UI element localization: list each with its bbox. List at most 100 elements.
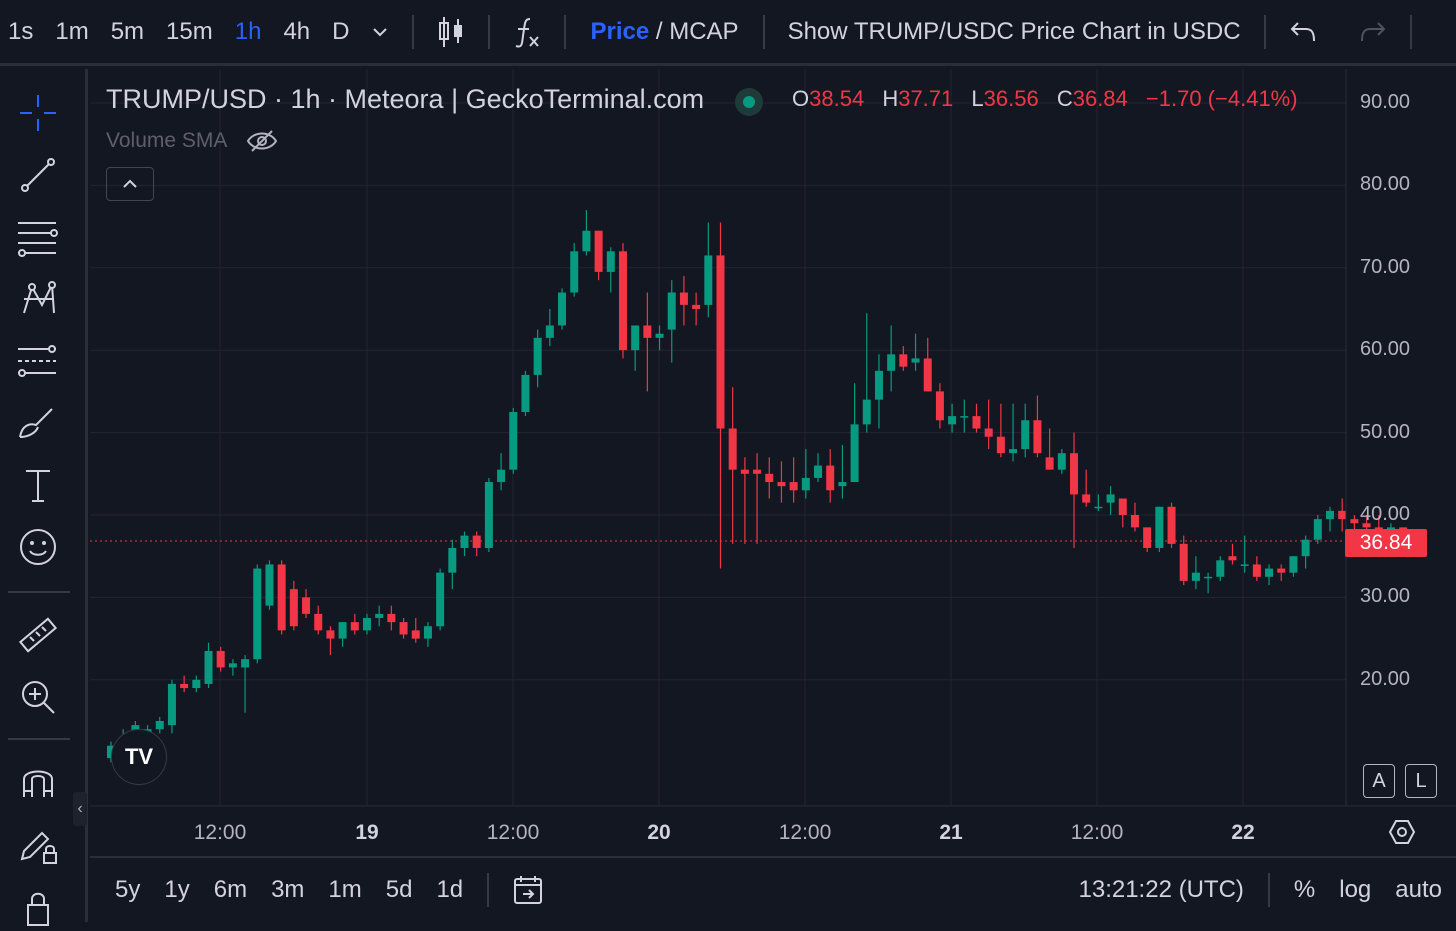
candle xyxy=(789,457,798,503)
lock-drawings-tool[interactable] xyxy=(14,821,62,869)
measure-tool[interactable] xyxy=(14,611,62,659)
utc-clock[interactable]: 13:21:22 (UTC) xyxy=(1078,876,1244,903)
brush-tool[interactable] xyxy=(14,399,62,447)
candle-body xyxy=(350,622,359,631)
candle xyxy=(1228,543,1237,565)
candle xyxy=(899,346,908,371)
price-tick-label: 60.00 xyxy=(1360,338,1411,361)
candle xyxy=(679,276,688,326)
time-tick-label: 12:00 xyxy=(1070,821,1124,844)
time-tick-label: 12:00 xyxy=(486,821,540,844)
collapse-legend-button[interactable] xyxy=(106,167,154,201)
price-option[interactable]: Price xyxy=(590,17,650,45)
candle xyxy=(350,613,359,635)
range-3m[interactable]: 3m xyxy=(271,876,305,903)
candle xyxy=(826,449,835,503)
candle-style-button[interactable] xyxy=(426,15,476,49)
tradingview-logo[interactable]: TV xyxy=(111,729,167,785)
candle xyxy=(765,457,774,499)
timeframe-1m[interactable]: 1m xyxy=(55,17,89,45)
timeframe-5m[interactable]: 5m xyxy=(110,17,145,45)
collapse-toolbar-button[interactable]: ‹ xyxy=(73,792,87,826)
candle-body xyxy=(570,251,579,293)
crosshair-icon xyxy=(20,95,56,131)
candle-body xyxy=(631,325,640,351)
timeframe-4h[interactable]: 4h xyxy=(283,17,311,45)
magnet-tool[interactable] xyxy=(14,757,62,805)
zoom-in-tool[interactable] xyxy=(14,673,62,721)
range-6m[interactable]: 6m xyxy=(213,876,248,903)
price-chart[interactable] xyxy=(90,69,1456,856)
log-scale-toggle[interactable]: log xyxy=(1339,876,1372,903)
range-5y[interactable]: 5y xyxy=(115,876,141,903)
candle-body xyxy=(1362,523,1371,528)
eye-hidden-icon[interactable] xyxy=(246,129,278,153)
candle-body xyxy=(484,482,493,548)
volume-sma-indicator[interactable]: Volume SMA xyxy=(106,129,278,153)
chart-settings-button[interactable] xyxy=(1388,818,1416,851)
candle xyxy=(387,605,396,631)
candle xyxy=(192,675,201,693)
fib-retracement-tool[interactable] xyxy=(14,213,62,261)
timeframe-1h[interactable]: 1h xyxy=(234,17,262,45)
trend-line-tool[interactable] xyxy=(14,151,62,199)
candle-body xyxy=(692,304,701,309)
toolbar-divider xyxy=(762,14,765,49)
candle-body xyxy=(874,370,883,400)
timeframe-15m[interactable]: 15m xyxy=(166,17,213,45)
candle xyxy=(1143,527,1152,553)
candle xyxy=(728,387,737,544)
candle-body xyxy=(1045,457,1054,470)
price-tick-label: 80.00 xyxy=(1360,173,1411,196)
undo-button[interactable] xyxy=(1278,19,1328,45)
candle-body xyxy=(765,473,774,483)
symbol-legend-title[interactable]: TRUMP/USD · 1h · Meteora | GeckoTerminal… xyxy=(106,84,705,114)
candle-body xyxy=(1277,568,1286,573)
emoji-tool[interactable] xyxy=(14,523,62,571)
auto-scale-toggle[interactable]: auto xyxy=(1395,876,1442,903)
bottom-toolbar: 5y 1y 6m 3m 1m 5d 1d 13:21:22 (UTC) % log auto xyxy=(90,856,1456,922)
candle-body xyxy=(521,374,530,412)
toolbar-divider xyxy=(564,14,567,49)
indicators-button[interactable] xyxy=(502,15,552,49)
range-1d[interactable]: 1d xyxy=(436,876,464,903)
candle xyxy=(582,210,591,256)
candle xyxy=(241,655,250,713)
pattern-tool[interactable] xyxy=(14,275,62,323)
auto-scale-button[interactable]: A xyxy=(1363,764,1395,798)
candle-body xyxy=(1265,568,1274,577)
candle-body xyxy=(1191,572,1200,581)
forecast-tool[interactable] xyxy=(14,337,62,385)
candle xyxy=(1252,556,1261,581)
show-usdc-chart-button[interactable]: Show TRUMP/USDC Price Chart in USDC xyxy=(787,17,1241,45)
range-5d[interactable]: 5d xyxy=(385,876,413,903)
candle xyxy=(1045,428,1054,470)
candle-body xyxy=(850,424,859,483)
range-1m[interactable]: 1m xyxy=(328,876,362,903)
open-key: O xyxy=(792,86,810,111)
toolbar-divider xyxy=(412,14,415,49)
price-tick-label: 70.00 xyxy=(1360,255,1411,278)
time-tick-label: 21 xyxy=(939,821,963,844)
hide-drawings-tool[interactable] xyxy=(14,883,62,931)
timeframe-1s[interactable]: 1s xyxy=(8,17,34,45)
forecast-icon xyxy=(18,345,56,377)
mcap-option[interactable]: MCAP xyxy=(669,17,739,45)
candle xyxy=(460,531,469,557)
goto-date-button[interactable] xyxy=(501,874,555,906)
price-mcap-toggle[interactable]: Price / MCAP xyxy=(578,18,750,46)
candle-body xyxy=(1033,420,1042,454)
log-scale-button[interactable]: L xyxy=(1405,764,1437,798)
top-toolbar: 1s 1m 5m 15m 1h 4h D Price / MCAP Show TRUMP/U… xyxy=(0,0,1456,66)
text-tool[interactable] xyxy=(14,461,62,509)
price-tick-label: 50.00 xyxy=(1360,420,1411,443)
percent-scale-button[interactable]: % xyxy=(1293,876,1316,903)
candle xyxy=(838,444,847,499)
timeframe-dropdown-button[interactable] xyxy=(360,26,400,38)
redo-button[interactable] xyxy=(1348,19,1398,45)
range-group: 5y 1y 6m 3m 1m 5d 1d xyxy=(103,876,475,904)
timeframe-D[interactable]: D xyxy=(332,17,350,45)
crosshair-tool[interactable] xyxy=(14,89,62,137)
range-1y[interactable]: 1y xyxy=(164,876,190,903)
candle-body xyxy=(1326,510,1334,520)
